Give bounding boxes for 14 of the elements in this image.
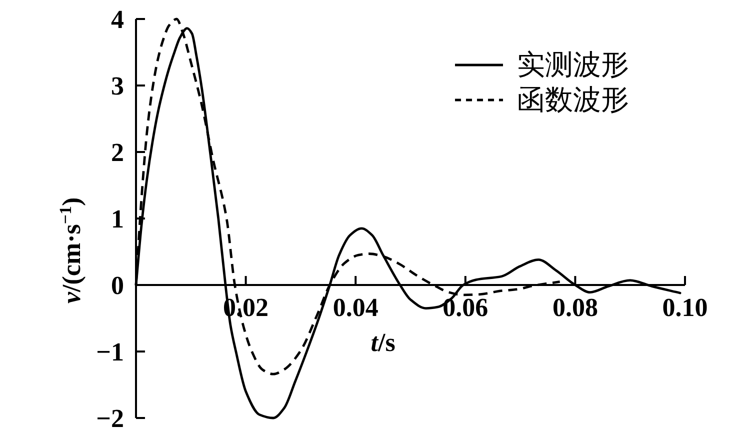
x-tick-label: 0.04 bbox=[332, 293, 378, 322]
y-tick-label: 1 bbox=[111, 204, 124, 234]
y-tick-label: 3 bbox=[111, 72, 124, 100]
x-tick-label: 0.08 bbox=[552, 293, 598, 322]
legend-label: 实测波形 bbox=[517, 50, 629, 81]
y-tick-label: 0 bbox=[111, 271, 124, 300]
x-tick-label: 0.10 bbox=[662, 293, 708, 322]
y-tick-label: 2 bbox=[111, 138, 124, 167]
x-axis-title: t/s bbox=[370, 328, 396, 357]
y-tick-label: −2 bbox=[96, 404, 124, 433]
x-tick-label: 0.06 bbox=[442, 293, 488, 322]
legend-label: 函数波形 bbox=[517, 85, 629, 116]
y-tick-label: 4 bbox=[111, 5, 124, 34]
y-tick-label: −1 bbox=[96, 338, 124, 366]
